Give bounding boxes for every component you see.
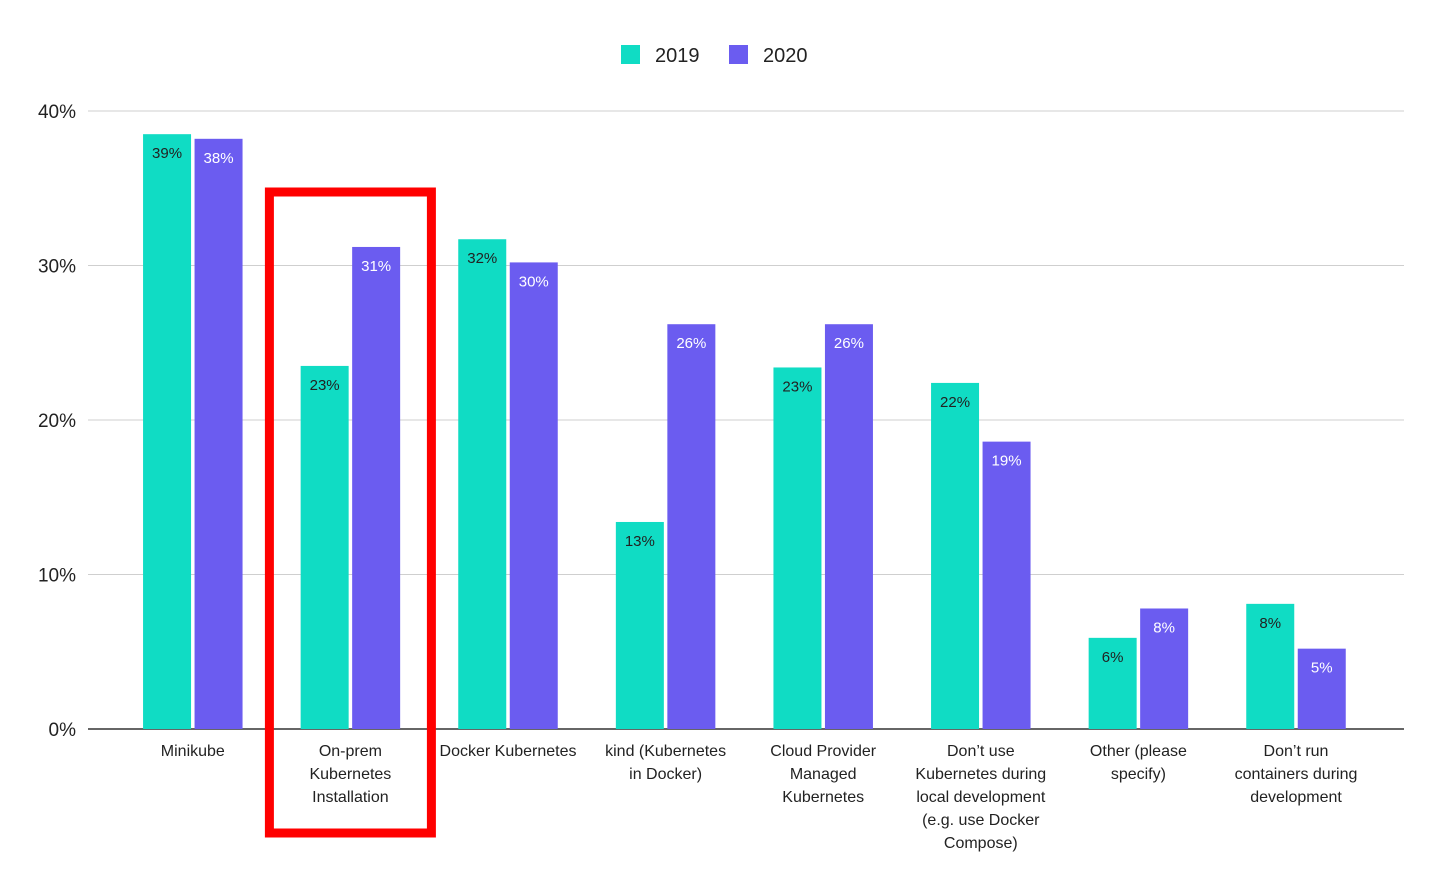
bar-2019 [931, 382, 980, 729]
data-label: 8% [1153, 619, 1175, 636]
x-category-label-line: development [1250, 789, 1342, 806]
x-category-label-line: Minikube [161, 743, 225, 760]
x-category-label: Cloud Provider Managed Kubernetes [770, 743, 877, 806]
x-category-label-line: Kubernetes [309, 766, 391, 783]
data-label: 31% [361, 258, 391, 275]
x-category-label: On-prem Kubernetes Installation [309, 743, 391, 806]
y-tick-label: 40% [38, 102, 76, 123]
x-category-label-line: Installation [312, 789, 389, 806]
x-category-label-line: in Docker) [629, 766, 702, 783]
y-tick-label: 0% [49, 720, 77, 741]
bar-2019 [143, 134, 192, 730]
x-category-label-line: Kubernetes [782, 789, 864, 806]
data-label: 8% [1259, 615, 1281, 632]
data-label: 26% [834, 335, 864, 352]
x-category-label-line: Compose) [944, 835, 1018, 852]
y-tick-label: 30% [38, 257, 76, 278]
bar-2019 [458, 239, 507, 730]
y-tick-label: 20% [38, 411, 76, 432]
data-label: 6% [1102, 649, 1124, 666]
legend-label: 2020 [763, 45, 808, 67]
x-category-label-line: (e.g. use Docker [922, 812, 1040, 829]
data-label: 39% [152, 145, 182, 162]
data-label: 19% [992, 453, 1022, 470]
x-category-label-line: Docker Kubernetes [440, 743, 577, 760]
bar-2019 [773, 367, 822, 729]
bar-2020 [824, 324, 873, 729]
bar-2019 [615, 521, 664, 729]
bar-2020 [667, 324, 716, 729]
data-label: 13% [625, 533, 655, 550]
highlight-box-layer [264, 187, 436, 838]
gridlines [88, 110, 1404, 730]
bar-2019 [300, 365, 349, 729]
bar-2020 [982, 441, 1031, 729]
x-category-label: Other (please specify) [1090, 743, 1187, 783]
bar-2020 [1297, 648, 1346, 729]
legend-swatch-2019 [621, 45, 640, 64]
data-label: 5% [1311, 660, 1333, 677]
x-category-label-line: Cloud Provider [770, 743, 877, 760]
x-category-label-line: Don’t use [947, 743, 1015, 760]
bar-2020 [509, 262, 558, 729]
data-label: 23% [310, 377, 340, 394]
data-label: 30% [519, 273, 549, 290]
legend-label: 2019 [655, 45, 700, 67]
bar-2020 [352, 246, 401, 729]
data-label: 23% [782, 378, 812, 395]
x-category-label-line: Don’t run [1264, 743, 1329, 760]
bar-2019 [1246, 603, 1295, 729]
data-label: 38% [204, 150, 234, 167]
x-axis-categories: Minikube On-prem Kubernetes Installation Doc… [161, 743, 1358, 852]
bar-2020 [194, 138, 243, 729]
x-category-label: Minikube [161, 743, 225, 760]
bar-2020 [1140, 608, 1189, 729]
x-category-label: Don’t run containers during development [1235, 743, 1358, 806]
data-label: 22% [940, 394, 970, 411]
bars [143, 134, 1346, 730]
x-category-label-line: containers during [1235, 766, 1358, 783]
x-category-label-line: On-prem [319, 743, 382, 760]
y-tick-label: 10% [38, 566, 76, 587]
x-category-label-line: Managed [790, 766, 857, 783]
data-labels: 39% 38% 23% 31% 32% 30% 13% 26% 23% 26% 22% 19% 6% 8%… [152, 145, 1333, 676]
bar-2019 [1088, 637, 1137, 729]
x-category-label-line: local development [916, 789, 1046, 806]
highlight-box [264, 187, 436, 838]
x-category-label-line: kind (Kubernetes [605, 743, 726, 760]
x-category-label-line: Kubernetes during [915, 766, 1046, 783]
x-category-label-line: specify) [1111, 766, 1166, 783]
x-category-label: Docker Kubernetes [440, 743, 577, 760]
legend: 2019 2020 [621, 45, 808, 67]
x-category-label: kind (Kubernetes in Docker) [605, 743, 726, 783]
y-axis-ticks: 0% 10% 20% 30% 40% [38, 102, 76, 741]
x-category-label: Don’t use Kubernetes during local developm… [915, 743, 1046, 852]
x-category-label-line: Other (please [1090, 743, 1187, 760]
data-label: 32% [467, 250, 497, 267]
data-label: 26% [676, 335, 706, 352]
legend-swatch-2020 [729, 45, 748, 64]
